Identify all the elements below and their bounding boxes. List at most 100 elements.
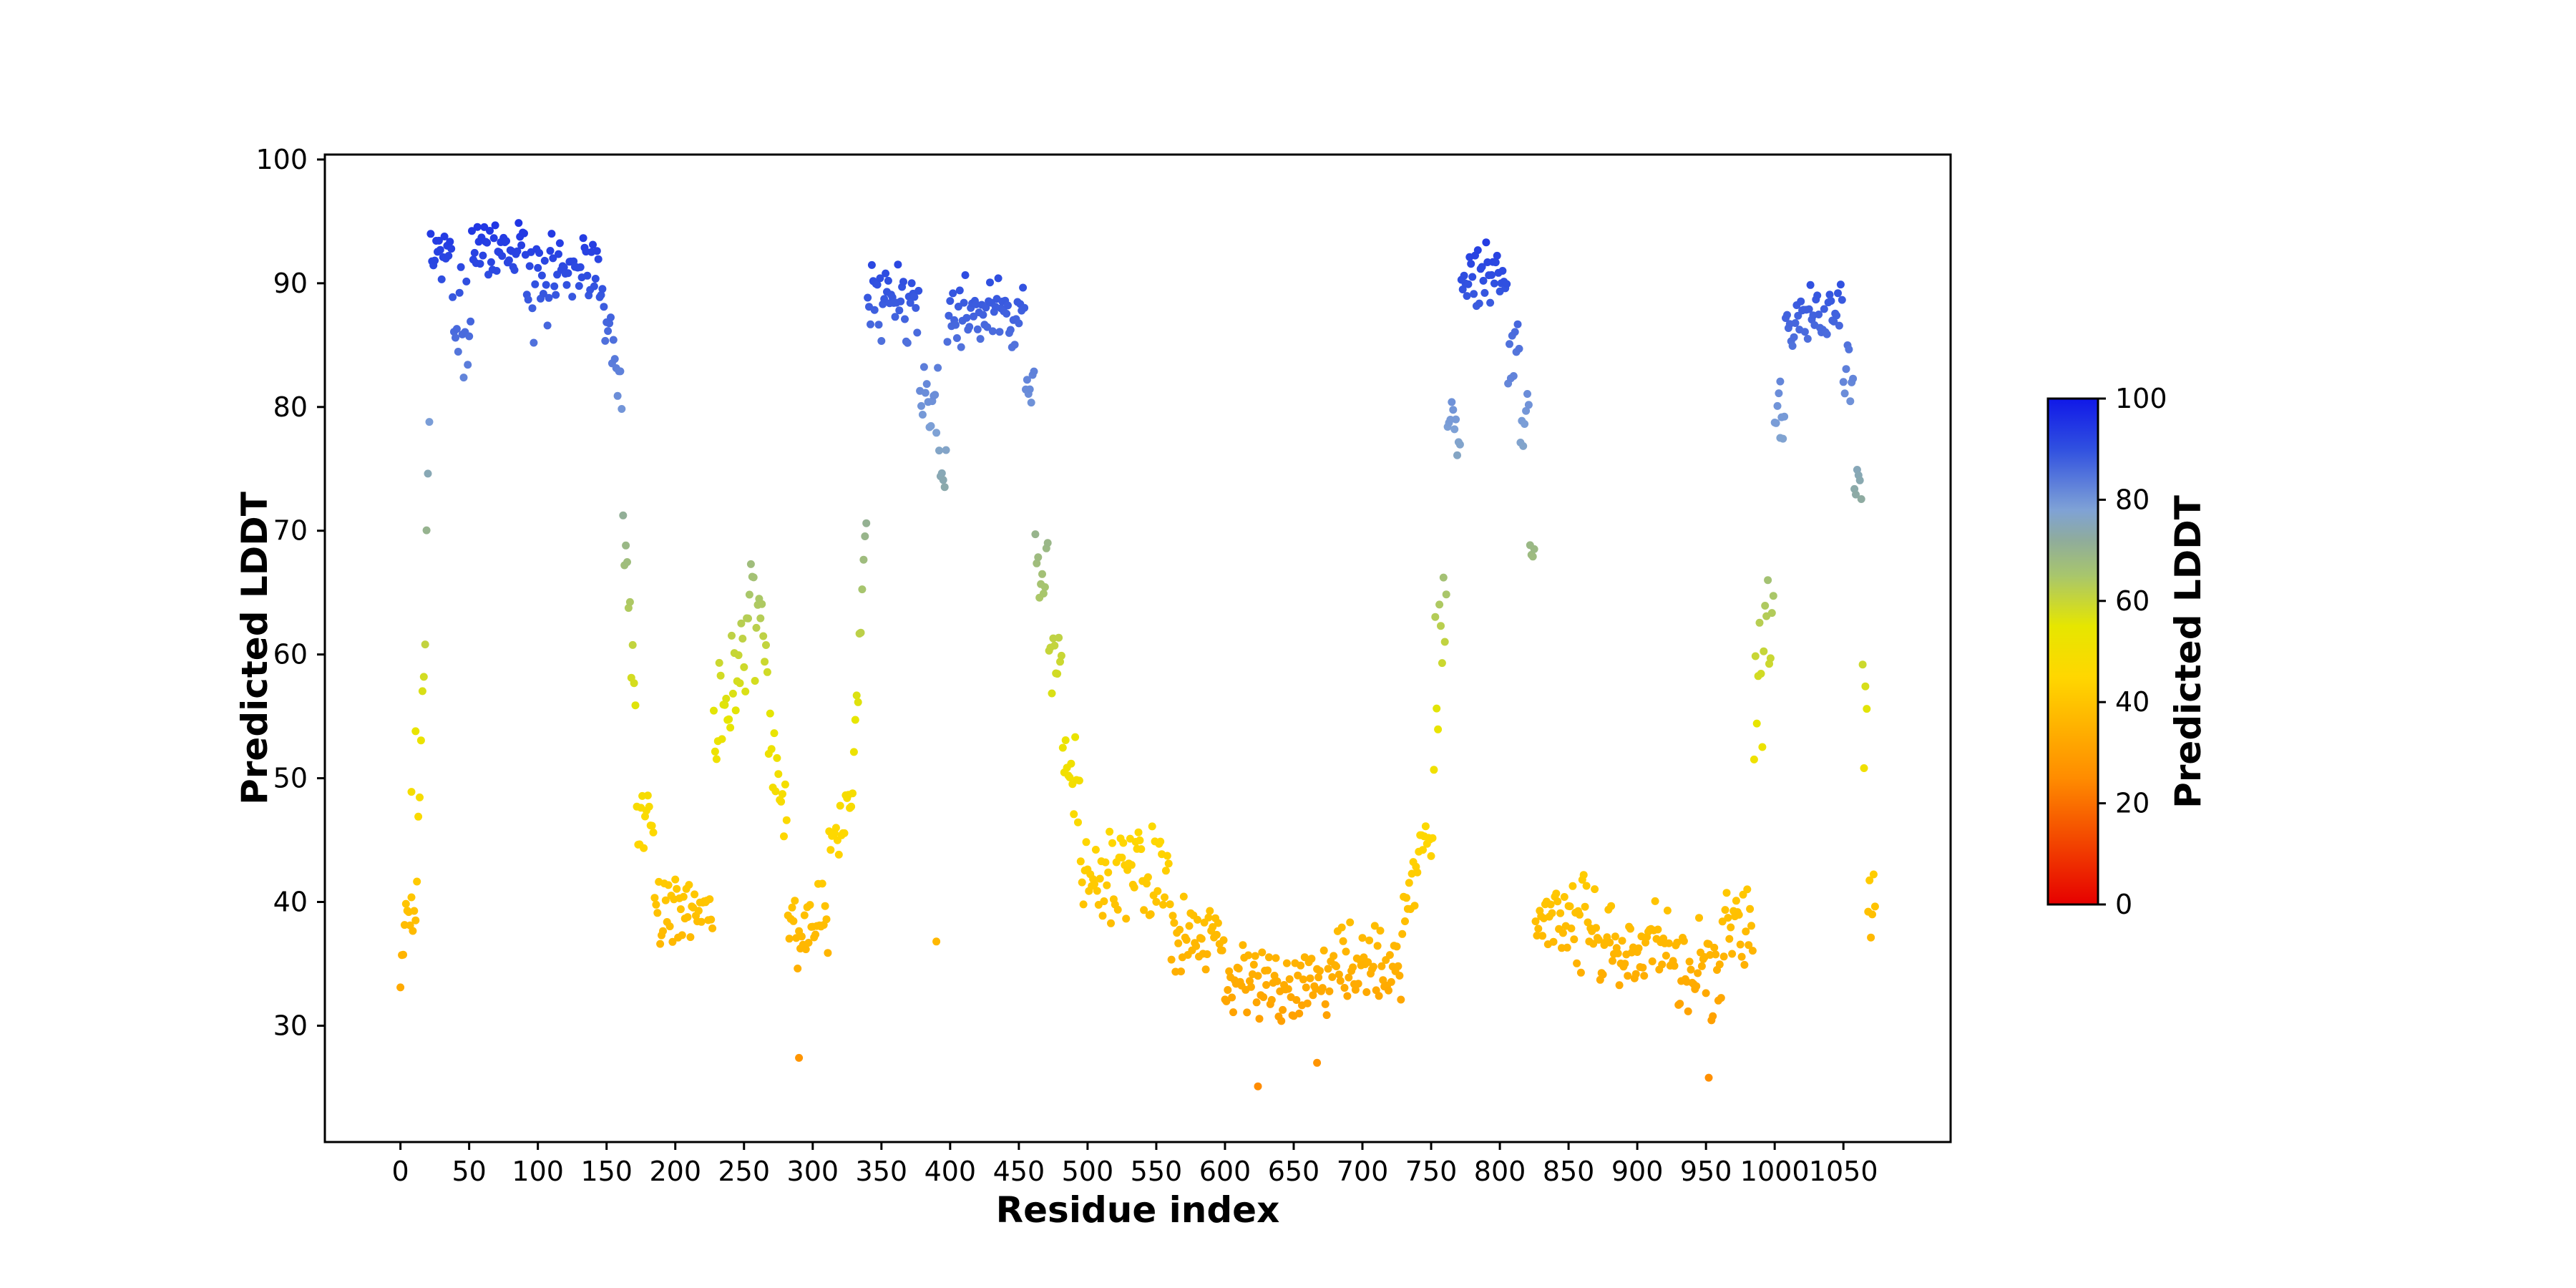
data-point bbox=[922, 380, 931, 389]
data-point bbox=[1739, 890, 1747, 899]
data-point bbox=[459, 374, 468, 382]
data-point bbox=[1294, 971, 1302, 980]
data-point bbox=[1174, 939, 1183, 947]
y-tick-label: 80 bbox=[273, 391, 308, 423]
data-point bbox=[1078, 878, 1086, 887]
data-point bbox=[1654, 925, 1662, 934]
data-point bbox=[788, 903, 796, 912]
data-point bbox=[1027, 399, 1035, 407]
data-point bbox=[1519, 441, 1528, 450]
data-point bbox=[1755, 618, 1764, 627]
data-point bbox=[907, 279, 916, 288]
data-point bbox=[650, 894, 659, 902]
data-point bbox=[952, 334, 961, 342]
data-point bbox=[579, 234, 587, 243]
data-point bbox=[407, 893, 416, 902]
data-point bbox=[1548, 909, 1556, 917]
data-point bbox=[1493, 251, 1501, 260]
data-point bbox=[1870, 902, 1879, 911]
data-point bbox=[884, 276, 892, 285]
data-point bbox=[613, 391, 622, 400]
data-point bbox=[740, 663, 748, 671]
data-point bbox=[1791, 319, 1800, 327]
data-point bbox=[1082, 838, 1091, 847]
data-point bbox=[1395, 972, 1404, 980]
data-point bbox=[1203, 950, 1211, 958]
data-point bbox=[736, 679, 744, 688]
data-point bbox=[1563, 943, 1571, 952]
data-point bbox=[745, 590, 753, 599]
data-point bbox=[1576, 968, 1585, 977]
y-tick-label: 100 bbox=[255, 144, 308, 175]
data-point bbox=[671, 875, 680, 884]
data-point bbox=[913, 328, 922, 337]
data-point bbox=[706, 895, 714, 904]
data-point bbox=[653, 909, 662, 917]
data-point bbox=[1119, 839, 1128, 847]
data-point bbox=[476, 260, 484, 268]
data-point bbox=[1592, 924, 1600, 932]
data-point bbox=[954, 303, 962, 311]
colorbar-tick-label: 100 bbox=[2115, 383, 2167, 414]
data-point bbox=[1464, 280, 1473, 288]
data-point bbox=[859, 555, 868, 564]
data-point bbox=[917, 401, 925, 410]
data-point bbox=[901, 315, 909, 323]
data-point bbox=[1747, 922, 1755, 930]
data-point bbox=[961, 271, 970, 279]
data-point bbox=[1549, 937, 1558, 946]
data-point bbox=[1775, 389, 1783, 398]
data-point bbox=[1743, 885, 1752, 894]
data-point bbox=[1055, 633, 1063, 642]
data-point bbox=[1034, 553, 1043, 562]
data-point bbox=[1861, 682, 1870, 691]
data-point bbox=[1104, 868, 1113, 877]
x-tick-label: 450 bbox=[993, 1156, 1045, 1187]
data-point bbox=[708, 924, 717, 932]
data-point bbox=[452, 333, 459, 342]
data-point bbox=[1292, 996, 1301, 1004]
data-point bbox=[1478, 263, 1486, 271]
data-point bbox=[1314, 973, 1323, 982]
data-point bbox=[1239, 941, 1247, 950]
data-point bbox=[955, 286, 964, 295]
data-point bbox=[479, 251, 487, 260]
data-point bbox=[1206, 907, 1214, 915]
data-point bbox=[824, 949, 832, 957]
data-point bbox=[1212, 930, 1221, 939]
data-point bbox=[489, 234, 498, 243]
data-point bbox=[414, 812, 423, 821]
data-point bbox=[1228, 993, 1236, 1002]
data-point bbox=[1385, 986, 1392, 995]
data-point bbox=[486, 227, 494, 235]
data-point bbox=[628, 640, 637, 649]
data-point bbox=[1511, 328, 1519, 336]
data-point bbox=[1377, 962, 1386, 970]
data-point bbox=[1800, 328, 1809, 336]
data-point bbox=[624, 604, 633, 613]
x-tick-label: 950 bbox=[1680, 1156, 1732, 1187]
data-point bbox=[897, 297, 905, 306]
outlier-data-point bbox=[1704, 1073, 1713, 1082]
data-point bbox=[1435, 600, 1444, 609]
data-point bbox=[1103, 881, 1111, 889]
data-point bbox=[728, 689, 737, 698]
data-point bbox=[914, 286, 923, 295]
data-point bbox=[728, 631, 736, 640]
data-point bbox=[822, 915, 831, 924]
data-point bbox=[1397, 995, 1405, 1004]
data-point bbox=[1715, 960, 1724, 969]
data-point bbox=[1615, 981, 1624, 990]
data-point bbox=[649, 828, 658, 836]
data-point bbox=[782, 816, 791, 824]
data-point bbox=[1375, 992, 1383, 1000]
data-point bbox=[1684, 1007, 1692, 1015]
data-point bbox=[862, 519, 871, 527]
data-point bbox=[1724, 914, 1732, 922]
data-point bbox=[502, 237, 510, 245]
data-point bbox=[849, 748, 858, 756]
data-point bbox=[1251, 952, 1259, 960]
data-point bbox=[413, 877, 421, 886]
data-point bbox=[831, 824, 840, 832]
data-point bbox=[854, 698, 862, 706]
